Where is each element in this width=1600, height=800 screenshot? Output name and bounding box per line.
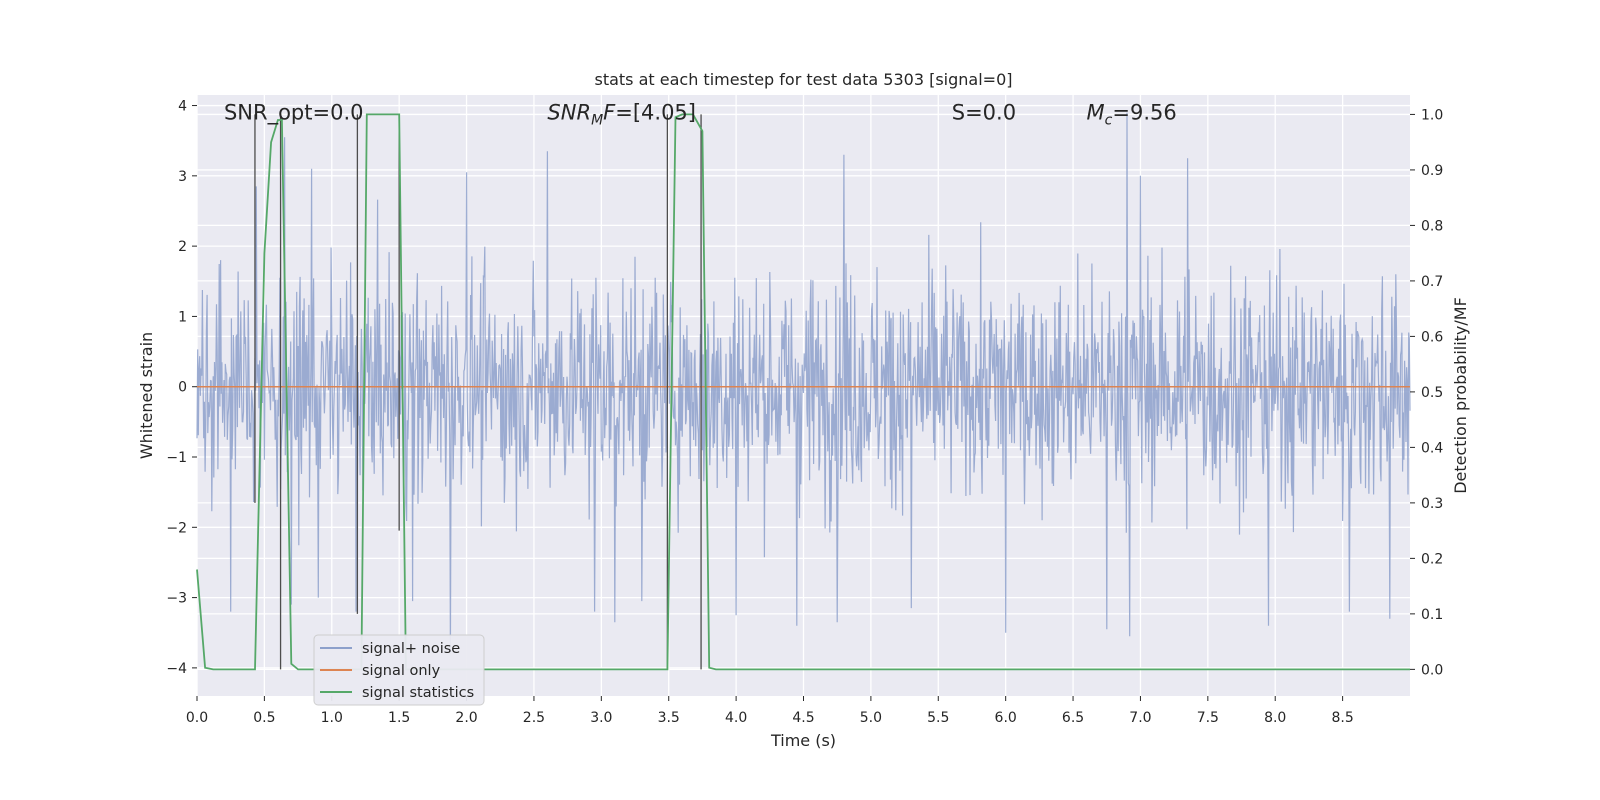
annotation: SNRMF=[4.05] [547, 101, 696, 129]
y2-tick-label: 0.7 [1421, 274, 1443, 290]
x-tick-label: 8.5 [1331, 710, 1353, 726]
legend-label: signal statistics [362, 685, 474, 701]
grid-lines [196, 95, 1410, 696]
chart-title: stats at each timestep for test data 530… [594, 70, 1012, 89]
vertical-markers [254, 114, 702, 670]
legend-box [313, 634, 485, 706]
signal-statistics-line [196, 113, 1410, 671]
series-signal-statistics [196, 113, 1410, 671]
x-axis-label: Time (s) [770, 731, 836, 750]
x-tick-label: 3.5 [658, 710, 680, 726]
y-tick-label: 1 [178, 309, 187, 325]
y2-tick-label: 1.0 [1421, 107, 1443, 123]
y2-tick-label: 0.0 [1421, 662, 1443, 678]
y2-tick-label: 0.6 [1421, 329, 1443, 345]
y-tick-label: 2 [178, 239, 187, 255]
x-tick-label: 5.5 [927, 710, 949, 726]
x-tick-label: 2.5 [523, 710, 545, 726]
y-tick-label: −3 [166, 591, 187, 607]
y-tick-label: 3 [178, 169, 187, 185]
legend-label: signal+ noise [362, 641, 460, 657]
x-tick-label: 3.0 [590, 710, 612, 726]
y-axis-label: Whitened strain [137, 332, 156, 459]
x-tick-label: 5.0 [860, 710, 882, 726]
x-tick-label: 0.5 [253, 710, 275, 726]
y2-axis-label: Detection probability/MF [1451, 297, 1470, 494]
y-tick-label: −2 [166, 520, 187, 536]
y2-tick-label: 0.1 [1421, 607, 1443, 623]
y2-tick-label: 0.9 [1421, 163, 1443, 179]
y-tick-label: −4 [166, 661, 187, 677]
x-tick-label: 1.5 [388, 710, 410, 726]
annotation: SNR_opt=0.0 [224, 101, 364, 126]
x-tick-label: 4.0 [725, 710, 747, 726]
annotation: S=0.0 [952, 101, 1016, 125]
x-tick-label: 1.0 [321, 710, 343, 726]
y2-tick-label: 0.8 [1421, 218, 1443, 234]
legend: signal+ noise signal only signal statistic… [313, 634, 485, 706]
y2-tick-label: 0.5 [1421, 385, 1443, 401]
y-tick-label: 4 [178, 99, 187, 115]
x-tick-label: 4.5 [792, 710, 814, 726]
x-tick-label: 6.0 [995, 710, 1017, 726]
x-tick-label: 2.0 [455, 710, 477, 726]
y-tick-label: 0 [178, 380, 187, 396]
x-tick-label: 7.0 [1129, 710, 1151, 726]
x-tick-label: 8.0 [1264, 710, 1286, 726]
annotations: SNR_opt=0.0 SNRMF=[4.05] S=0.0 Mc=9.56 [224, 101, 1177, 129]
axes: 0.0 0.5 1.0 1.5 2.0 2.5 3.0 3.5 4.0 4.5 5.0 5.5 6.0 6… [166, 99, 1443, 726]
y2-tick-label: 0.2 [1421, 551, 1443, 567]
x-tick-label: 7.5 [1197, 710, 1219, 726]
y-tick-label: −1 [166, 450, 187, 466]
x-tick-label: 0.0 [186, 710, 208, 726]
x-tick-label: 6.5 [1062, 710, 1084, 726]
y2-tick-label: 0.3 [1421, 496, 1443, 512]
annotation: Mc=9.56 [1087, 101, 1177, 129]
y2-tick-label: 0.4 [1421, 440, 1443, 456]
legend-label: signal only [362, 663, 441, 679]
